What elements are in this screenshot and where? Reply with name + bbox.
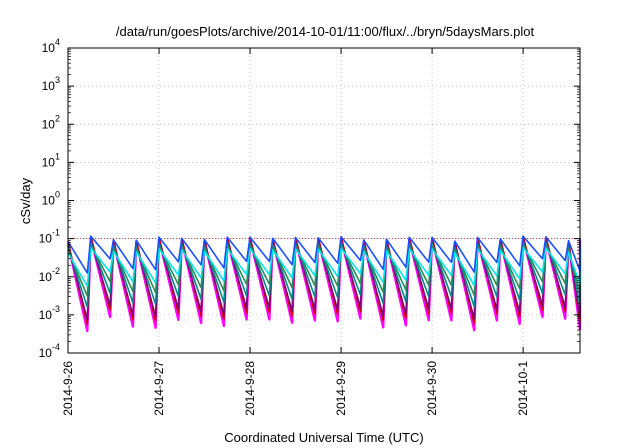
x-tick-label: 2014-9-29 <box>334 361 348 416</box>
chart-title: /data/run/goesPlots/archive/2014-10-01/1… <box>116 24 535 39</box>
y-tick-label: 102 <box>42 113 60 131</box>
series-lines <box>66 235 582 333</box>
x-tick-label: 2014-9-27 <box>152 361 166 416</box>
y-tick-label: 101 <box>42 151 60 169</box>
series-line <box>67 246 581 287</box>
x-axis-ticks: 2014-9-26 2014-9-27 2014-9-28 2014-9-29 2014… <box>61 48 530 416</box>
y-tick-label: 10-2 <box>39 266 60 284</box>
x-tick-label: 2014-9-26 <box>61 361 75 416</box>
y-tick-label: 104 <box>42 37 60 55</box>
y-tick-label: 10-3 <box>39 304 60 322</box>
y-tick-label: 103 <box>42 75 60 93</box>
y-tick-label: 10-1 <box>39 228 60 246</box>
grid <box>67 47 580 354</box>
series-line <box>67 235 581 274</box>
y-tick-label: 100 <box>42 190 60 208</box>
y-tick-label: 10-4 <box>39 342 60 360</box>
x-tick-label: 2014-9-30 <box>425 361 439 416</box>
x-tick-label: 2014-10-1 <box>516 361 530 416</box>
y-axis-ticks: 10-4 10-3 10-2 10-1 100 101 102 103 104 <box>39 37 580 360</box>
y-axis-label: cSv/day <box>18 177 33 224</box>
x-axis-label: Coordinated Universal Time (UTC) <box>224 430 423 445</box>
x-tick-label: 2014-9-28 <box>243 361 257 416</box>
